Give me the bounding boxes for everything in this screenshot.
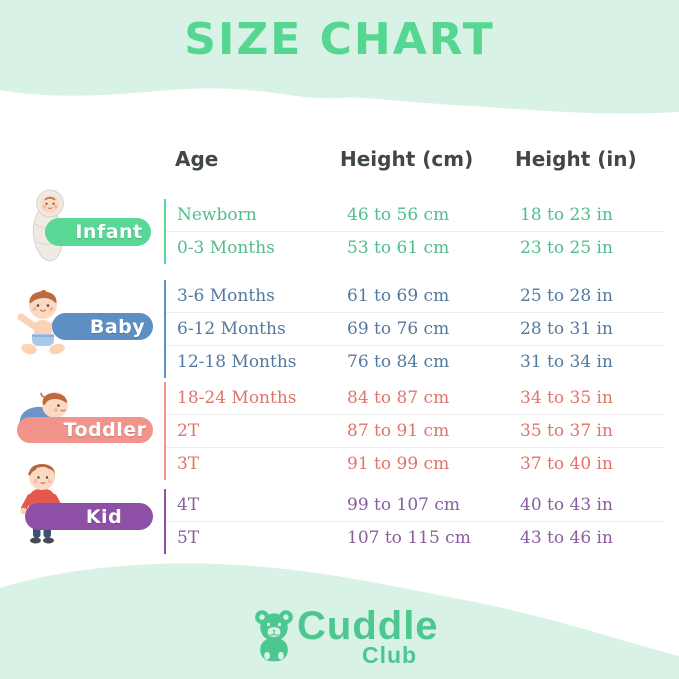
page-title: SIZE CHART — [184, 14, 495, 65]
table-row: 4T 99 to 107 cm 40 to 43 in — [166, 489, 664, 522]
height-in-cell: 40 to 43 in — [520, 495, 613, 515]
height-cm-cell: 76 to 84 cm — [347, 352, 450, 372]
height-in-cell: 18 to 23 in — [520, 205, 613, 225]
table-row: 12-18 Months 76 to 84 cm 31 to 34 in — [166, 346, 664, 378]
size-group-baby: Baby 3-6 Months 61 to 69 cm 25 to 28 in … — [0, 275, 679, 379]
size-group-kid: Kid 4T 99 to 107 cm 40 to 43 in 5T 107 t… — [0, 464, 679, 577]
table-row: 6-12 Months 69 to 76 cm 28 to 31 in — [166, 313, 664, 346]
brand-name: Cuddle — [297, 604, 439, 648]
height-cm-cell: 53 to 61 cm — [347, 238, 450, 258]
age-cell: 18-24 Months — [177, 388, 297, 408]
column-header-height-in: Height (in) — [515, 147, 637, 171]
height-cm-cell: 69 to 76 cm — [347, 319, 450, 339]
height-in-cell: 35 to 37 in — [520, 421, 613, 441]
size-group-toddler: Toddler 18-24 Months 84 to 87 cm 34 to 3… — [0, 380, 679, 484]
height-cm-cell: 87 to 91 cm — [347, 421, 450, 441]
table-header-row: Age Height (cm) Height (in) — [0, 147, 679, 173]
table-row: Newborn 46 to 56 cm 18 to 23 in — [166, 199, 664, 232]
height-cm-cell: 84 to 87 cm — [347, 388, 450, 408]
teddy-bear-icon — [255, 610, 293, 662]
brand-subname: Club — [362, 642, 418, 668]
height-in-cell: 28 to 31 in — [520, 319, 613, 339]
height-in-cell: 43 to 46 in — [520, 528, 613, 548]
table-row: 0-3 Months 53 to 61 cm 23 to 25 in — [166, 232, 664, 264]
height-cm-cell: 91 to 99 cm — [347, 454, 450, 474]
age-cell: 0-3 Months — [177, 238, 275, 258]
infant-badge-label: Infant — [75, 221, 143, 243]
table-row: 3-6 Months 61 to 69 cm 25 to 28 in — [166, 280, 664, 313]
brand-logo: Cuddle Club — [0, 600, 679, 679]
height-in-cell: 25 to 28 in — [520, 286, 613, 306]
height-in-cell: 37 to 40 in — [520, 454, 613, 474]
toddler-badge-label: Toddler — [63, 419, 147, 441]
kid-badge-label: Kid — [85, 505, 123, 528]
age-cell: 2T — [177, 421, 200, 441]
toddler-rows: 18-24 Months 84 to 87 cm 34 to 35 in 2T … — [164, 382, 664, 480]
height-cm-cell: 107 to 115 cm — [347, 528, 471, 548]
column-header-age: Age — [175, 147, 219, 171]
height-in-cell: 34 to 35 in — [520, 388, 613, 408]
baby-badge-label: Baby — [89, 315, 146, 338]
age-cell: 4T — [177, 495, 200, 515]
infant-badge: Infant — [45, 218, 151, 246]
age-cell: 12-18 Months — [177, 352, 297, 372]
height-cm-cell: 61 to 69 cm — [347, 286, 450, 306]
size-group-infant: Infant Newborn 46 to 56 cm 18 to 23 in 0… — [0, 185, 679, 277]
infant-rows: Newborn 46 to 56 cm 18 to 23 in 0-3 Mont… — [164, 199, 664, 264]
height-cm-cell: 99 to 107 cm — [347, 495, 460, 515]
age-cell: 3T — [177, 454, 200, 474]
baby-badge: Baby — [52, 313, 153, 340]
age-cell: Newborn — [177, 205, 257, 225]
column-header-height-cm: Height (cm) — [340, 147, 474, 171]
kid-badge: Kid — [25, 503, 153, 530]
height-in-cell: 23 to 25 in — [520, 238, 613, 258]
toddler-badge: Toddler — [17, 417, 153, 443]
height-cm-cell: 46 to 56 cm — [347, 205, 450, 225]
table-row: 2T 87 to 91 cm 35 to 37 in — [166, 415, 664, 448]
table-row: 5T 107 to 115 cm 43 to 46 in — [166, 522, 664, 554]
baby-rows: 3-6 Months 61 to 69 cm 25 to 28 in 6-12 … — [164, 280, 664, 378]
age-cell: 6-12 Months — [177, 319, 286, 339]
kid-rows: 4T 99 to 107 cm 40 to 43 in 5T 107 to 11… — [164, 489, 664, 554]
age-cell: 3-6 Months — [177, 286, 275, 306]
table-row: 18-24 Months 84 to 87 cm 34 to 35 in — [166, 382, 664, 415]
height-in-cell: 31 to 34 in — [520, 352, 613, 372]
table-row: 3T 91 to 99 cm 37 to 40 in — [166, 448, 664, 480]
age-cell: 5T — [177, 528, 200, 548]
